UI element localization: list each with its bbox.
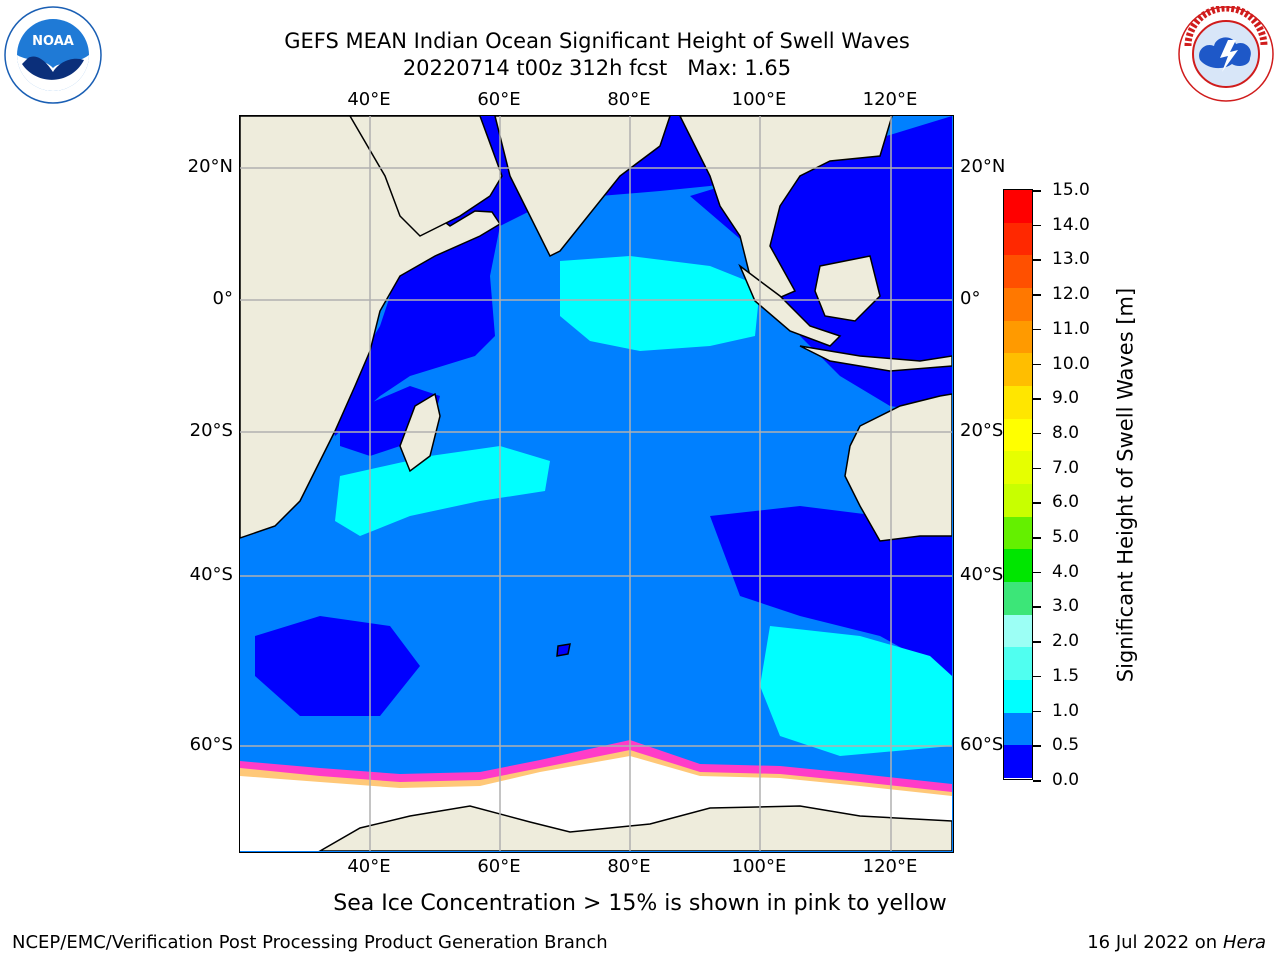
colorbar-tick-mark — [1033, 224, 1041, 227]
colorbar-tick-label: 11.0 — [1052, 318, 1090, 339]
colorbar-segment — [1004, 222, 1032, 256]
colorbar-segment — [1004, 190, 1032, 223]
colorbar-segment — [1004, 386, 1032, 419]
lat-label-left-0: 0° — [212, 288, 233, 309]
colorbar-title: Significant Height of Swell Waves [m] — [1113, 287, 1138, 683]
colorbar-segment — [1004, 255, 1032, 289]
colorbar-tick-mark — [1033, 398, 1041, 400]
colorbar-tick-mark — [1033, 780, 1041, 782]
swell-height-map — [240, 116, 953, 852]
lat-label-right-40s: 40°S — [960, 564, 1004, 585]
colorbar-tick-label: 5.0 — [1052, 527, 1080, 548]
footer-credit: NCEP/EMC/Verification Post Processing Pr… — [12, 932, 608, 953]
colorbar-tick-mark — [1033, 710, 1041, 713]
southeast-asia-landmass — [679, 116, 893, 308]
colorbar-tick-mark — [1033, 745, 1041, 747]
lon-label-bottom-40e: 40°E — [347, 856, 391, 877]
lon-label-top-60e: 60°E — [477, 89, 521, 110]
colorbar-tick-label: 4.0 — [1052, 561, 1080, 582]
colorbar-tick-mark — [1033, 606, 1041, 608]
colorbar-tick-mark — [1033, 294, 1041, 296]
lat-label-left-40s: 40°S — [189, 564, 233, 585]
colorbar-tick-mark — [1033, 432, 1041, 435]
colorbar-tick-label: 1.0 — [1052, 700, 1080, 721]
colorbar-segment — [1004, 549, 1032, 583]
colorbar-tick-label: 8.0 — [1052, 422, 1080, 443]
colorbar-tick-label: 7.0 — [1052, 457, 1080, 478]
colorbar-segment — [1004, 353, 1032, 387]
colorbar-tick-label: 13.0 — [1052, 249, 1090, 270]
noaa-logo: NOAA — [4, 6, 102, 104]
sea-ice-caption: Sea Ice Concentration > 15% is shown in … — [333, 891, 947, 916]
colorbar-tick-label: 1.5 — [1052, 665, 1080, 686]
colorbar-segment — [1004, 647, 1032, 681]
lat-label-left-20n: 20°N — [187, 156, 233, 177]
colorbar — [1003, 189, 1033, 780]
colorbar-tick-label: 14.0 — [1052, 214, 1090, 235]
colorbar-segment — [1004, 712, 1032, 746]
lon-label-top-40e: 40°E — [347, 89, 391, 110]
lat-label-right-60s: 60°S — [960, 734, 1004, 755]
colorbar-tick-label: 9.0 — [1052, 388, 1080, 409]
lat-label-right-20n: 20°N — [960, 156, 1006, 177]
lon-label-top-80e: 80°E — [607, 89, 651, 110]
india-landmass — [494, 116, 671, 258]
lon-label-bottom-100e: 100°E — [731, 856, 787, 877]
plot-title-line1: GEFS MEAN Indian Ocean Significant Heigh… — [284, 29, 910, 53]
colorbar-segment — [1004, 418, 1032, 452]
colorbar-tick-mark — [1033, 259, 1041, 261]
colorbar-tick-label: 10.0 — [1052, 353, 1090, 374]
colorbar-segment — [1004, 320, 1032, 354]
colorbar-tick-mark — [1033, 641, 1041, 643]
colorbar-tick-label: 0.5 — [1052, 735, 1080, 756]
colorbar-tick-mark — [1033, 571, 1041, 574]
footer-date-text: 16 Jul 2022 on — [1087, 932, 1223, 953]
lat-label-left-20s: 20°S — [189, 420, 233, 441]
plot-title-line2: 20220714 t00z 312h fcst Max: 1.65 — [402, 56, 792, 80]
colorbar-tick-label: 15.0 — [1052, 180, 1090, 200]
colorbar-segment — [1004, 288, 1032, 321]
australia-landmass — [844, 393, 953, 542]
colorbar-tick-mark — [1033, 675, 1041, 678]
lon-label-bottom-60e: 60°E — [477, 856, 521, 877]
colorbar-tick-label: 2.0 — [1052, 631, 1080, 652]
map-panel — [239, 115, 954, 853]
map-gridlines — [240, 116, 952, 851]
noaa-logo-text: NOAA — [32, 34, 74, 49]
colorbar-segment — [1004, 582, 1032, 615]
lat-label-left-60s: 60°S — [189, 734, 233, 755]
colorbar-segment — [1004, 680, 1032, 713]
colorbar-tick-label: 0.0 — [1052, 770, 1080, 790]
colorbar-tick-label: 12.0 — [1052, 284, 1090, 305]
cyan-equatorial — [560, 256, 760, 351]
colorbar-segment — [1004, 745, 1032, 779]
lat-label-right-0: 0° — [960, 288, 981, 309]
lon-label-bottom-80e: 80°E — [607, 856, 651, 877]
colorbar-tick-mark — [1033, 328, 1041, 331]
colorbar-segment — [1004, 516, 1032, 550]
colorbar-segment — [1004, 451, 1032, 485]
colorbar-tick-mark — [1033, 363, 1041, 366]
colorbar-segment — [1004, 614, 1032, 648]
footer-host: Hera — [1222, 932, 1266, 953]
colorbar-segment — [1004, 484, 1032, 517]
colorbar-tick-mark — [1033, 190, 1041, 192]
colorbar-tick-label: 6.0 — [1052, 492, 1080, 513]
colorbar-tick-mark — [1033, 467, 1041, 470]
colorbar-tick-mark — [1033, 502, 1041, 504]
colorbar-tick-mark — [1033, 537, 1041, 539]
nws-logo — [1178, 4, 1274, 102]
lon-label-bottom-120e: 120°E — [862, 856, 918, 877]
footer-date: 16 Jul 2022 on Hera — [1087, 932, 1266, 953]
colorbar-tick-label: 3.0 — [1052, 596, 1080, 617]
lat-label-right-20s: 20°S — [960, 420, 1004, 441]
lon-label-top-100e: 100°E — [731, 89, 787, 110]
lon-label-top-120e: 120°E — [862, 89, 918, 110]
